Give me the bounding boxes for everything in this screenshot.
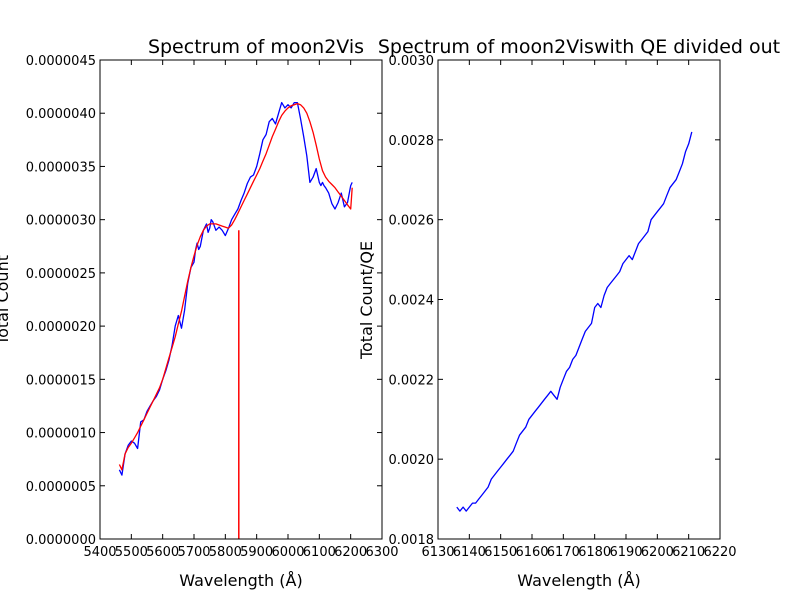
left-chart-xtick-label: 5600 (146, 545, 179, 560)
right-chart: Spectrum of moon2Viswith QE divided out … (357, 36, 780, 590)
right-chart-xtick-label: 6190 (609, 545, 642, 560)
left-chart-xtick-label: 6000 (271, 545, 304, 560)
right-chart-xtick-label: 6210 (672, 545, 705, 560)
right-chart-series-0 (456, 131, 693, 512)
right-chart-ytick-label: 0.0020 (389, 453, 435, 468)
left-chart-xtick-label: 5800 (209, 545, 242, 560)
left-chart-ytick-label: 0.0000010 (26, 427, 96, 442)
left-chart-xtick-label: 6100 (303, 545, 336, 560)
right-chart-xtick-label: 6140 (453, 545, 486, 560)
right-chart-xtick-label: 6170 (547, 545, 580, 560)
right-chart-xlabel: Wavelength (Å) (517, 571, 640, 590)
right-chart-ytick-label: 0.0030 (389, 54, 435, 69)
left-chart-ytick-label: 0.0000005 (26, 480, 96, 495)
right-chart-title: Spectrum of moon2Viswith QE divided out (378, 36, 780, 58)
right-chart-ytick-label: 0.0018 (389, 533, 435, 548)
left-chart-series-1 (118, 102, 353, 471)
left-chart-xtick-label: 5500 (115, 545, 148, 560)
left-chart-ylabel: Total Count (0, 255, 12, 346)
right-chart-xtick-label: 6220 (703, 545, 736, 560)
left-chart-xtick-label: 5700 (177, 545, 210, 560)
left-chart-ytick-label: 0.0000000 (26, 533, 96, 548)
left-chart-ytick-label: 0.0000020 (26, 320, 96, 335)
left-chart-ytick-label: 0.0000025 (26, 267, 96, 282)
left-chart-ytick-label: 0.0000035 (26, 160, 96, 175)
left-chart-xtick-label: 5400 (83, 545, 116, 560)
left-chart-ytick-label: 0.0000040 (26, 107, 96, 122)
left-chart-xtick-label: 6200 (334, 545, 367, 560)
left-chart-xtick-label: 5900 (240, 545, 273, 560)
left-chart-title: Spectrum of moon2Vis (148, 36, 364, 58)
left-chart-ytick-label: 0.0000045 (26, 54, 96, 69)
left-chart: Spectrum of moon2Vis Wavelength (Å) Tota… (0, 36, 399, 590)
left-chart-series-0 (118, 101, 353, 476)
right-chart-ytick-label: 0.0024 (389, 294, 435, 309)
right-chart-ylabel: Total Count/QE (357, 241, 376, 360)
left-chart-xlabel: Wavelength (Å) (179, 571, 302, 590)
right-chart-frame (437, 59, 721, 540)
right-chart-ytick-label: 0.0026 (389, 214, 435, 229)
right-chart-xtick-label: 6180 (578, 545, 611, 560)
right-chart-xtick-label: 6160 (515, 545, 548, 560)
right-chart-xtick-label: 6200 (641, 545, 674, 560)
right-chart-xtick-label: 6150 (484, 545, 517, 560)
right-chart-ytick-label: 0.0022 (389, 373, 435, 388)
left-chart-ytick-label: 0.0000030 (26, 214, 96, 229)
right-chart-ytick-label: 0.0028 (389, 134, 435, 149)
left-chart-xtick-label: 6300 (365, 545, 398, 560)
right-chart-xtick-label: 6130 (421, 545, 454, 560)
left-chart-ytick-label: 0.0000015 (26, 373, 96, 388)
left-chart-frame (99, 59, 383, 540)
